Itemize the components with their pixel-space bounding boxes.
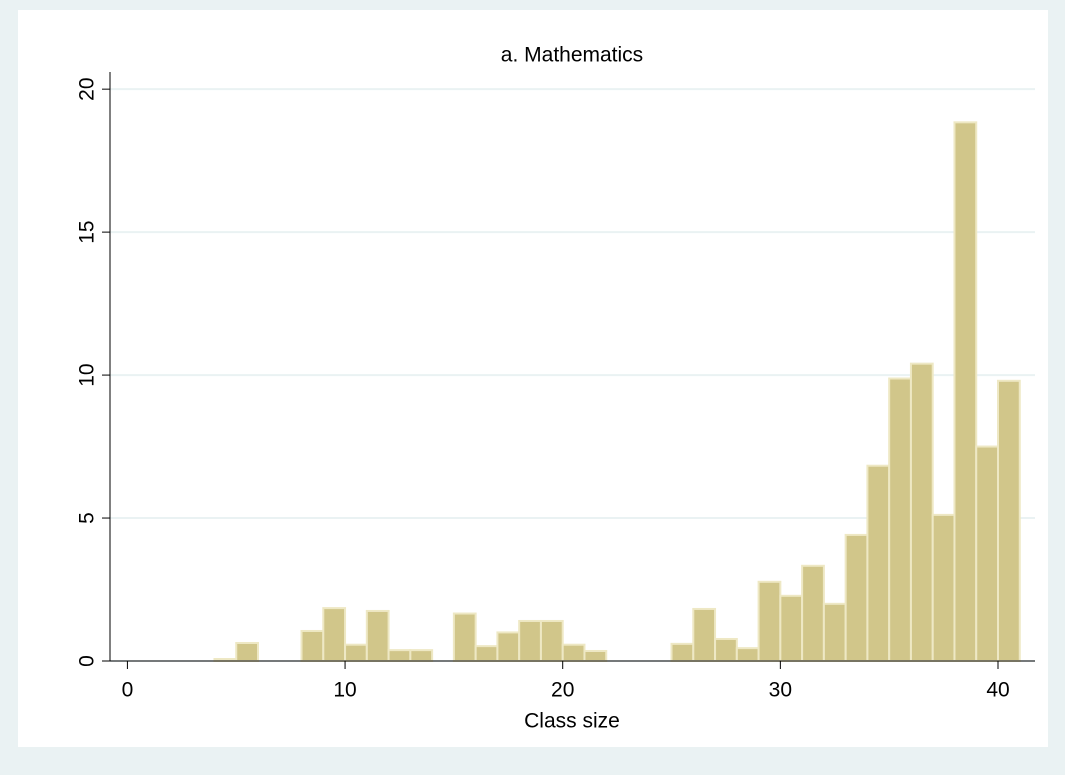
- x-tick-label: 0: [122, 679, 134, 702]
- bar: [975, 445, 999, 662]
- bar: [496, 631, 521, 663]
- bar: [474, 645, 499, 662]
- y-tick-label: 0: [76, 655, 99, 667]
- bar: [779, 594, 804, 662]
- bar: [300, 629, 325, 662]
- bar: [953, 121, 978, 662]
- y-tick-label: 20: [76, 77, 99, 100]
- bar: [235, 641, 259, 662]
- y-tick-label: 10: [76, 363, 99, 386]
- bar: [866, 464, 891, 663]
- bar: [801, 564, 825, 662]
- x-tick-label: 10: [333, 679, 356, 702]
- y-tick-label: 5: [76, 512, 99, 524]
- bar: [539, 619, 564, 663]
- x-tick-label: 20: [551, 679, 574, 702]
- bar: [931, 513, 956, 662]
- bar: [692, 607, 717, 663]
- bar: [409, 649, 434, 662]
- bar: [822, 602, 847, 663]
- bar: [387, 649, 412, 662]
- bar: [518, 619, 542, 663]
- bar: [583, 649, 608, 663]
- bar: [322, 607, 347, 662]
- x-tick-label: 30: [769, 679, 792, 702]
- bar: [844, 533, 869, 663]
- y-tick-label: 15: [76, 220, 99, 243]
- bar: [670, 642, 695, 663]
- bar: [735, 647, 760, 662]
- bar: [757, 580, 782, 662]
- bar: [909, 362, 934, 662]
- bar: [344, 643, 368, 663]
- bar: [452, 612, 477, 662]
- chart-title: a. Mathematics: [501, 44, 643, 67]
- bar: [997, 379, 1021, 662]
- bar: [888, 377, 912, 662]
- bar: [365, 609, 390, 662]
- bar: [561, 643, 586, 663]
- x-tick-label: 40: [986, 679, 1009, 702]
- bar: [714, 637, 738, 663]
- x-axis-label: Class size: [524, 710, 620, 733]
